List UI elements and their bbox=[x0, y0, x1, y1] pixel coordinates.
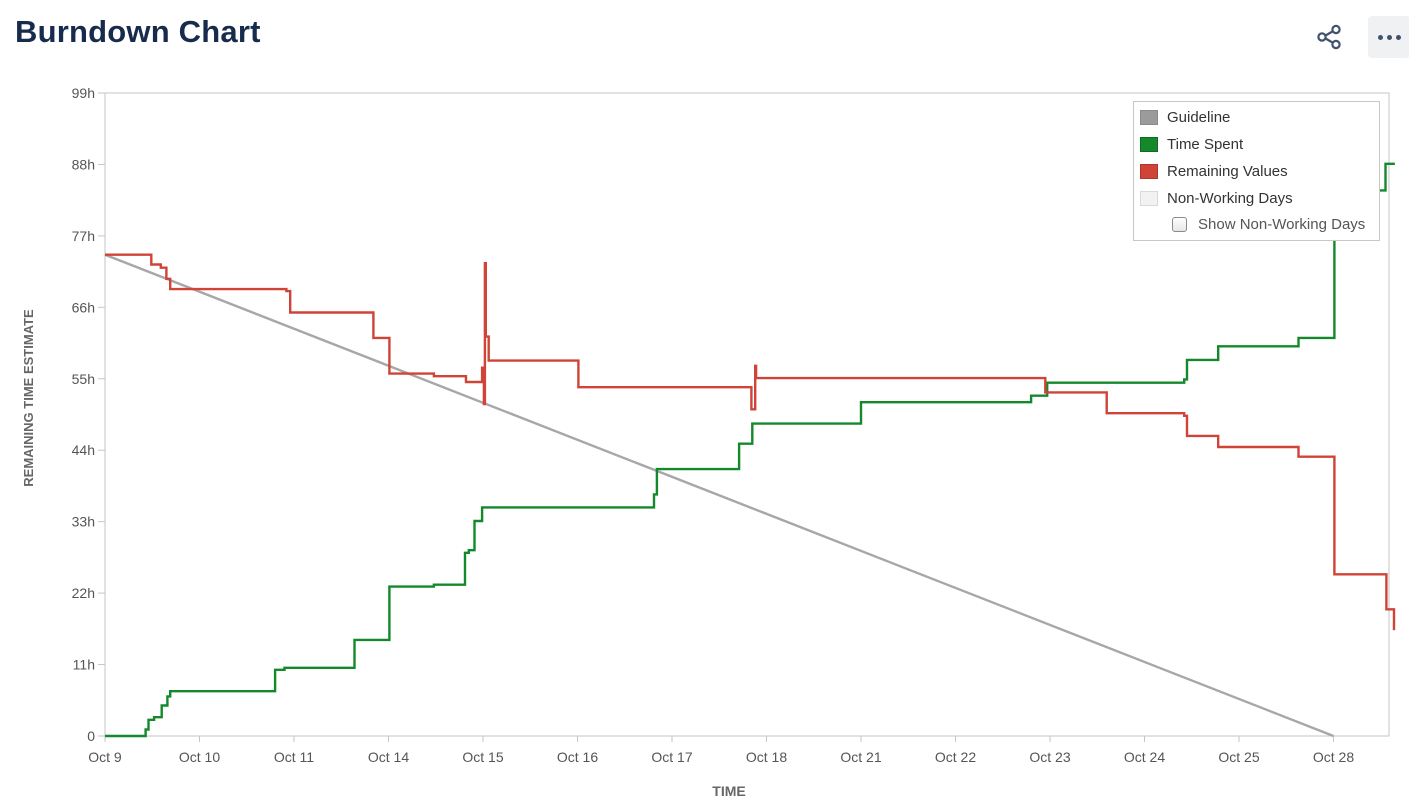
legend-label: Remaining Values bbox=[1167, 163, 1288, 180]
show-non-working-days-label: Show Non-Working Days bbox=[1198, 216, 1366, 233]
series-line-time-spent bbox=[105, 162, 1395, 738]
legend-item-remaining-values[interactable]: Remaining Values bbox=[1140, 163, 1288, 180]
series-line-remaining-values bbox=[105, 253, 1396, 631]
x-tick-label: Oct 23 bbox=[1029, 749, 1070, 765]
legend-swatch-remaining-values bbox=[1140, 164, 1158, 179]
y-tick-label: 66h bbox=[72, 299, 95, 315]
legend-swatch-guideline bbox=[1140, 110, 1158, 125]
x-tick-label: Oct 28 bbox=[1313, 749, 1354, 765]
y-tick-label: 11h bbox=[73, 657, 95, 673]
y-axis-title: REMAINING TIME ESTIMATE bbox=[21, 309, 36, 487]
y-tick-label: 33h bbox=[72, 514, 95, 530]
legend-item-time-spent[interactable]: Time Spent bbox=[1140, 136, 1243, 153]
legend-label: Guideline bbox=[1167, 109, 1231, 126]
y-tick-label: 44h bbox=[72, 442, 95, 458]
y-tick-label: 99h bbox=[72, 85, 95, 101]
legend-label: Time Spent bbox=[1167, 136, 1244, 153]
plot-area-frame bbox=[104, 92, 1390, 737]
x-tick-label: Oct 11 bbox=[274, 749, 314, 765]
legend-label: Non-Working Days bbox=[1167, 190, 1293, 207]
y-tick-label: 88h bbox=[72, 156, 95, 172]
show-non-working-days-checkbox[interactable] bbox=[1172, 217, 1187, 232]
legend-swatch-non-working-days bbox=[1140, 191, 1158, 206]
more-options-icon bbox=[1377, 34, 1401, 40]
legend-item-guideline[interactable]: Guideline bbox=[1140, 109, 1230, 126]
share-button[interactable] bbox=[1308, 16, 1350, 58]
share-icon bbox=[1317, 24, 1341, 50]
show-non-working-days-toggle[interactable]: Show Non-Working Days bbox=[1172, 216, 1365, 233]
x-tick-label: Oct 24 bbox=[1124, 749, 1165, 765]
y-tick-label: 0 bbox=[87, 728, 95, 744]
x-tick-label: Oct 15 bbox=[462, 749, 503, 765]
x-tick-label: Oct 18 bbox=[746, 749, 787, 765]
y-tick-label: 77h bbox=[72, 228, 95, 244]
x-tick-label: Oct 9 bbox=[88, 749, 122, 765]
x-tick-label: Oct 21 bbox=[840, 749, 881, 765]
legend-swatch-time-spent bbox=[1140, 137, 1158, 152]
x-tick-label: Oct 22 bbox=[935, 749, 976, 765]
y-tick-label: 55h bbox=[72, 371, 95, 387]
legend-item-non-working-days[interactable]: Non-Working Days bbox=[1140, 190, 1293, 207]
series-line-guideline bbox=[104, 253, 1334, 738]
chart-legend: Guideline Time Spent Remaining Values No… bbox=[1133, 101, 1380, 241]
page-title: Burndown Chart bbox=[15, 14, 261, 49]
y-tick-label: 22h bbox=[72, 585, 95, 601]
more-options-button[interactable] bbox=[1368, 16, 1409, 58]
x-tick-label: Oct 17 bbox=[651, 749, 692, 765]
x-tick-label: Oct 25 bbox=[1218, 749, 1259, 765]
x-axis-title: TIME bbox=[712, 783, 745, 799]
x-tick-label: Oct 16 bbox=[557, 749, 598, 765]
x-tick-label: Oct 10 bbox=[179, 749, 220, 765]
x-tick-label: Oct 14 bbox=[368, 749, 409, 765]
